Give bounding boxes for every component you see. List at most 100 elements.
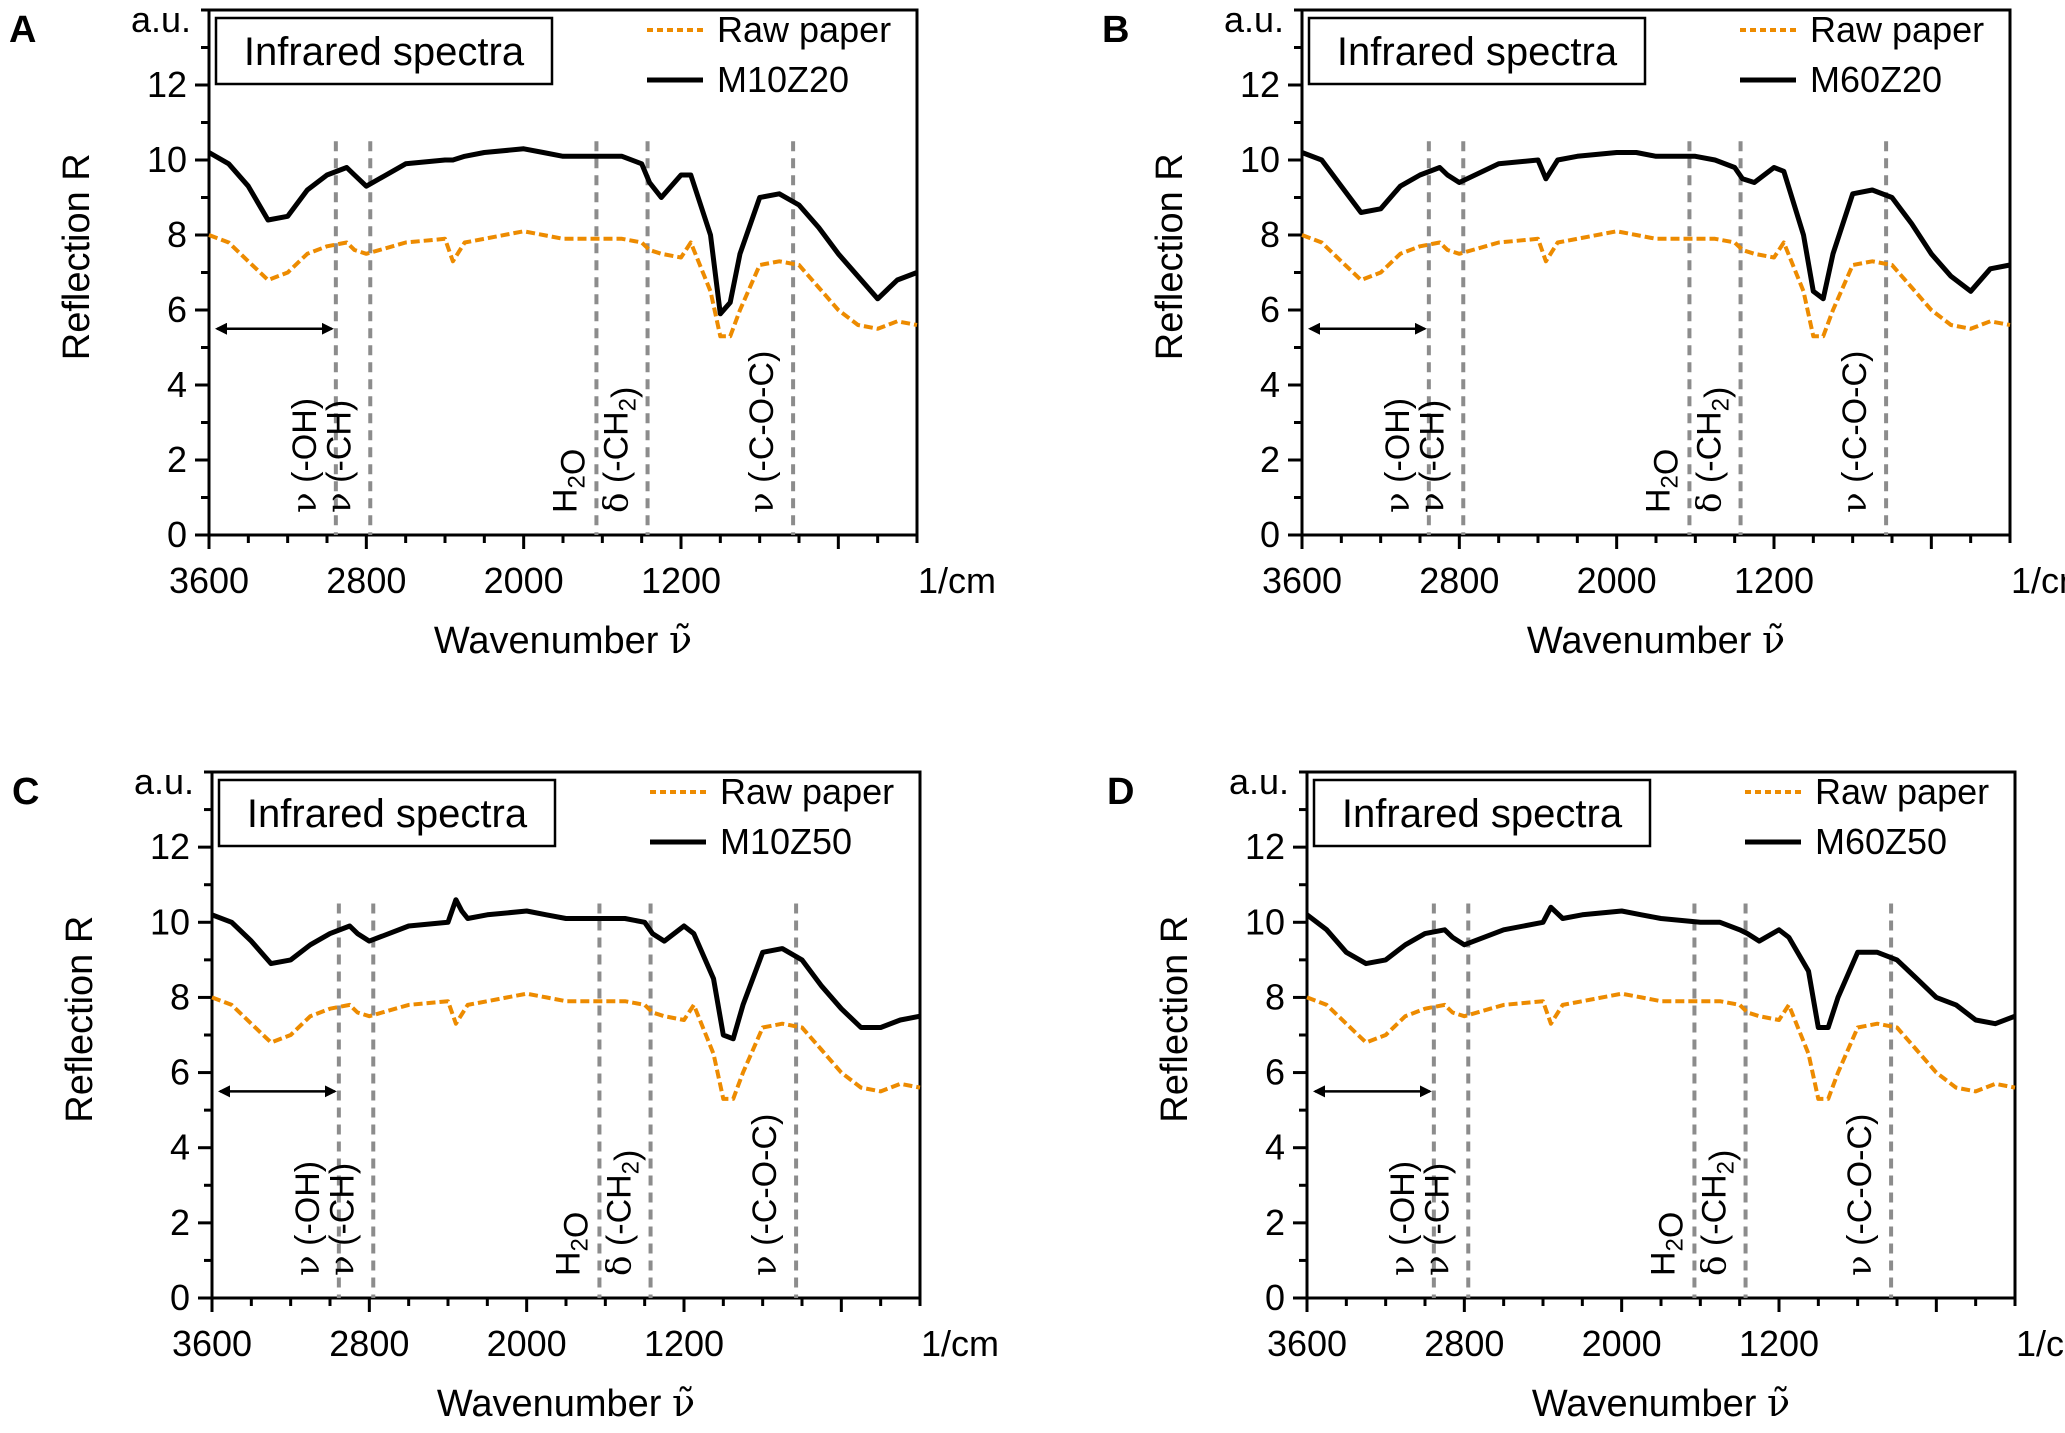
y-tick-label: 4 [167,364,187,405]
x-tick-label: 2800 [1419,560,1499,601]
x-tick-label: 1200 [1739,1323,1819,1364]
band-annotation: ν (-C-O-C) [745,1114,785,1276]
chart-title-box: Infrared spectra [1307,16,1647,86]
y-axis-title: Reflection R [56,153,98,360]
y-tick-label: 0 [1260,514,1280,555]
band-annotation: ν (-OH) [1383,1161,1423,1276]
x-tick-label: 3600 [1267,1323,1347,1364]
chart-panel-d: Da.u. 0 2 4 6 8 10 12 3600 2800 2000 1200 1/cm Wavenu… [1107,761,2065,1425]
y-tick-label: 10 [150,901,190,942]
band-annotation: ν (-C-O-C) [1840,1114,1880,1276]
y-axis-title: Reflection R [1154,916,1196,1123]
chart-title-box: Infrared spectra [217,778,557,848]
y-tick-label: 8 [170,976,190,1017]
x-axis-title: Wavenumber ν̃ [1532,1381,1790,1425]
y-unit-label: a.u. [1224,0,1284,40]
chart-title: Infrared spectra [1337,30,1618,74]
y-tick-label: 6 [170,1052,190,1093]
series-line-sample [207,146,918,317]
legend-label: Raw paper [1815,771,1989,812]
chart-title-box: Infrared spectra [1312,778,1652,848]
legend: Raw paper M60Z20 [1740,9,1984,100]
panel-letter: A [9,9,36,51]
legend-label: Raw paper [717,9,891,50]
x-unit-label: 1/cm [918,560,996,601]
y-tick-label: 4 [1260,364,1280,405]
y-tick-label: 0 [1265,1277,1285,1318]
band-annotation: ν (-CH) [319,400,359,513]
y-tick-label: 12 [150,826,190,867]
y-tick-label: 6 [1260,289,1280,330]
x-tick-label: 2000 [484,560,564,601]
band-annotation: H2O [1644,1212,1690,1276]
x-axis-title: Wavenumber ν̃ [434,618,692,662]
y-unit-label: a.u. [131,0,191,40]
x-tick-label: 3600 [172,1323,252,1364]
band-annotation: H2O [546,449,592,513]
legend-label: M60Z50 [1815,821,1947,862]
series-line-raw-paper [208,229,918,339]
y-axis-title: Reflection R [1149,153,1191,360]
y-tick-label: 0 [170,1277,190,1318]
chart-title: Infrared spectra [247,792,528,836]
legend-label: M10Z50 [720,821,852,862]
y-tick-label: 12 [147,64,187,105]
legend-label: Raw paper [720,771,894,812]
band-annotation: H2O [1639,449,1685,513]
band-annotation: δ (-CH2) [1695,1150,1742,1276]
y-tick-label: 10 [147,139,187,180]
y-tick-label: 0 [167,514,187,555]
series-line-raw-paper [1306,991,2016,1101]
x-tick-label: 3600 [1262,560,1342,601]
y-tick-label: 2 [167,439,187,480]
chart-panel-b: Ba.u. 0 2 4 6 8 10 12 3600 2800 2000 1200 1/cm Wavenu… [1102,0,2065,662]
x-tick-label: 2800 [1424,1323,1504,1364]
band-annotation: ν (-OH) [288,1161,328,1276]
band-annotation: δ (-CH2) [600,1150,647,1276]
y-tick-label: 8 [167,214,187,255]
legend-label: M60Z20 [1810,59,1942,100]
band-annotation: ν (-OH) [285,398,325,513]
y-unit-label: a.u. [134,761,194,802]
y-tick-label: 4 [1265,1127,1285,1168]
x-tick-label: 2800 [326,560,406,601]
legend-label: Raw paper [1810,9,1984,50]
band-annotation: ν (-CH) [322,1163,362,1276]
chart-title: Infrared spectra [244,30,525,74]
legend-label: M10Z20 [717,59,849,100]
x-axis-title: Wavenumber ν̃ [1527,618,1785,662]
x-tick-label: 3600 [169,560,249,601]
band-annotation: ν (-C-O-C) [742,351,782,513]
band-annotation: ν (-OH) [1378,398,1418,513]
y-tick-label: 12 [1240,64,1280,105]
x-tick-label: 2800 [329,1323,409,1364]
x-axis-title: Wavenumber ν̃ [437,1381,695,1425]
x-tick-label: 2000 [1577,560,1657,601]
series-line-raw-paper [211,991,921,1101]
x-unit-label: 1/cm [2016,1323,2065,1364]
y-tick-label: 10 [1245,901,1285,942]
series-line-sample [1305,904,2016,1030]
x-unit-label: 1/cm [2011,560,2065,601]
legend: Raw paper M10Z20 [647,9,891,100]
y-axis-title: Reflection R [59,916,101,1123]
y-tick-label: 8 [1260,214,1280,255]
x-tick-label: 2000 [487,1323,567,1364]
panel-letter: B [1102,9,1129,51]
x-tick-label: 2000 [1582,1323,1662,1364]
y-tick-label: 2 [1265,1202,1285,1243]
y-unit-label: a.u. [1229,761,1289,802]
x-tick-label: 1200 [644,1323,724,1364]
band-annotation: ν (-C-O-C) [1835,351,1875,513]
band-annotation: δ (-CH2) [1690,387,1737,513]
y-tick-label: 4 [170,1127,190,1168]
x-unit-label: 1/cm [921,1323,999,1364]
y-tick-label: 8 [1265,976,1285,1017]
panel-letter: C [12,771,39,813]
band-annotation: ν (-CH) [1417,1163,1457,1276]
series-line-raw-paper [1301,229,2011,339]
panel-letter: D [1107,771,1134,813]
band-annotation: δ (-CH2) [597,387,644,513]
